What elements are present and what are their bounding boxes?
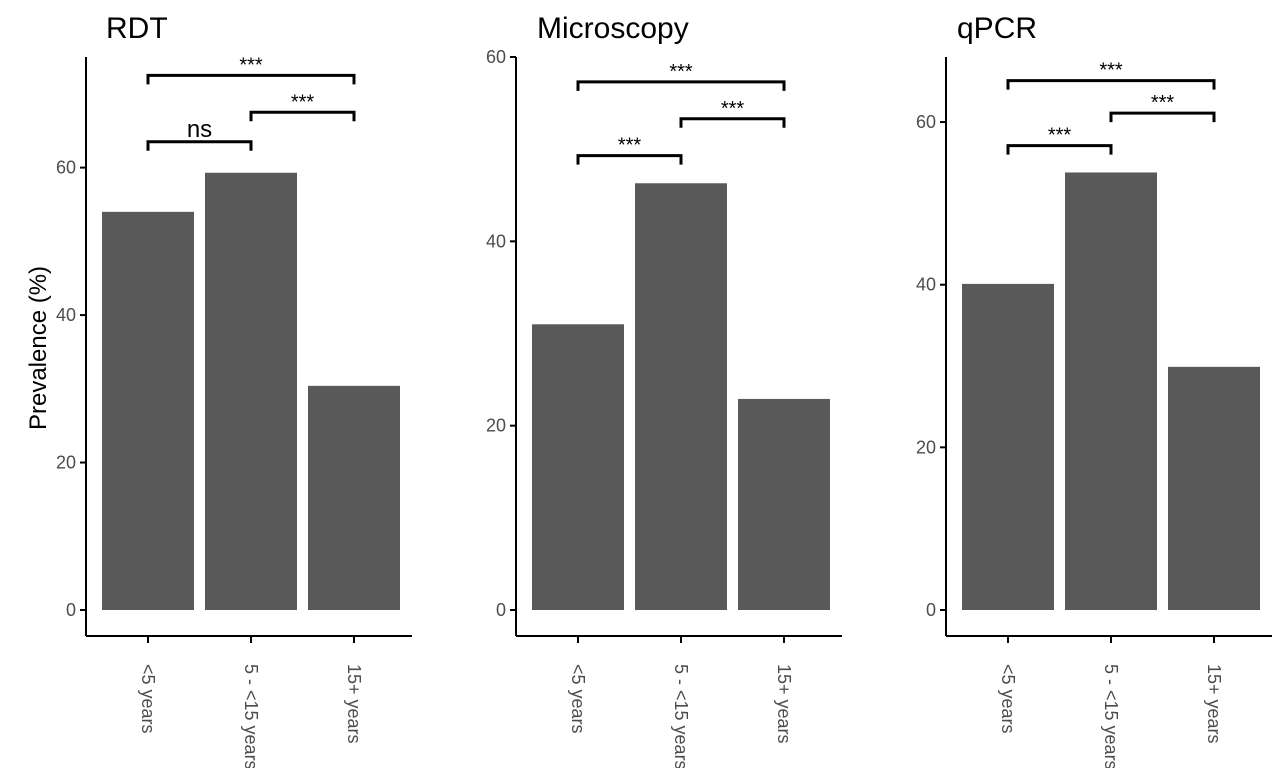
y-tick-label: 20: [916, 437, 936, 457]
significance-label: ***: [239, 54, 263, 76]
bar-5-15-years: [205, 172, 297, 610]
significance-label: ***: [669, 61, 693, 83]
significance-bracket: [576, 80, 786, 91]
y-tick-label: 40: [486, 231, 506, 251]
bar-15-years: [738, 398, 830, 610]
significance-bracket: [576, 154, 683, 165]
bar-5-years: [532, 324, 624, 610]
significance-label: ***: [721, 98, 745, 120]
panel-title: Microscopy: [537, 12, 689, 45]
bar-5-15-years: [1065, 172, 1157, 610]
y-tick-label: 60: [916, 112, 936, 132]
significance-bracket: [146, 73, 356, 85]
significance-bracket: [1006, 79, 1216, 90]
significance-bracket: [249, 110, 356, 122]
y-tick-label: 60: [486, 47, 506, 67]
y-axis-label: Prevalence (%): [25, 266, 52, 430]
significance-label: ***: [291, 91, 315, 113]
panel-microscopy: Microscopy 0 20 40 60 <5 years 5 - <15 years 15…: [486, 12, 842, 768]
bar-5-15-years: [635, 183, 727, 611]
significance-bracket: [1006, 144, 1113, 155]
bar-5-years: [102, 211, 194, 610]
significance-bracket: [1109, 111, 1216, 123]
x-tick-label: <5 years: [138, 664, 158, 734]
bar-15-years: [1168, 366, 1260, 610]
significance-label: ***: [1099, 60, 1123, 82]
y-tick-label: 0: [66, 600, 76, 620]
x-tick-label: 5 - <15 years: [671, 664, 691, 768]
panels: RDT 0 20 40 60 <5 years 5 - <15 years 15+ years…: [56, 12, 1272, 768]
y-tick-label: 0: [496, 600, 506, 620]
panel-qpcr: qPCR 0 20 40 60 <5 years 5 - <15 years 15+ year…: [916, 12, 1272, 768]
x-tick-label: <5 years: [568, 664, 588, 734]
panel-title: qPCR: [957, 12, 1037, 45]
significance-label: ***: [618, 135, 642, 157]
y-tick-label: 0: [926, 600, 936, 620]
panel-rdt: RDT 0 20 40 60 <5 years 5 - <15 years 15+ years…: [56, 12, 412, 768]
y-tick-label: 60: [56, 158, 76, 178]
panel-title: RDT: [106, 12, 168, 45]
bar-15-years: [308, 385, 400, 610]
x-tick-label: 5 - <15 years: [241, 664, 261, 768]
x-tick-label: 15+ years: [774, 664, 794, 744]
significance-label: ns: [187, 116, 212, 143]
x-tick-label: 5 - <15 years: [1101, 664, 1121, 768]
significance-bracket: [679, 117, 786, 128]
significance-bracket: [146, 140, 253, 151]
y-tick-label: 40: [916, 275, 936, 295]
significance-label: ***: [1048, 125, 1072, 147]
x-tick-label: 15+ years: [1204, 664, 1224, 744]
x-tick-label: <5 years: [998, 664, 1018, 734]
y-tick-label: 20: [56, 453, 76, 473]
bar-5-years: [962, 283, 1054, 610]
y-tick-label: 20: [486, 416, 506, 436]
significance-label: ***: [1151, 92, 1175, 114]
x-tick-label: 15+ years: [344, 664, 364, 744]
y-tick-label: 40: [56, 305, 76, 325]
